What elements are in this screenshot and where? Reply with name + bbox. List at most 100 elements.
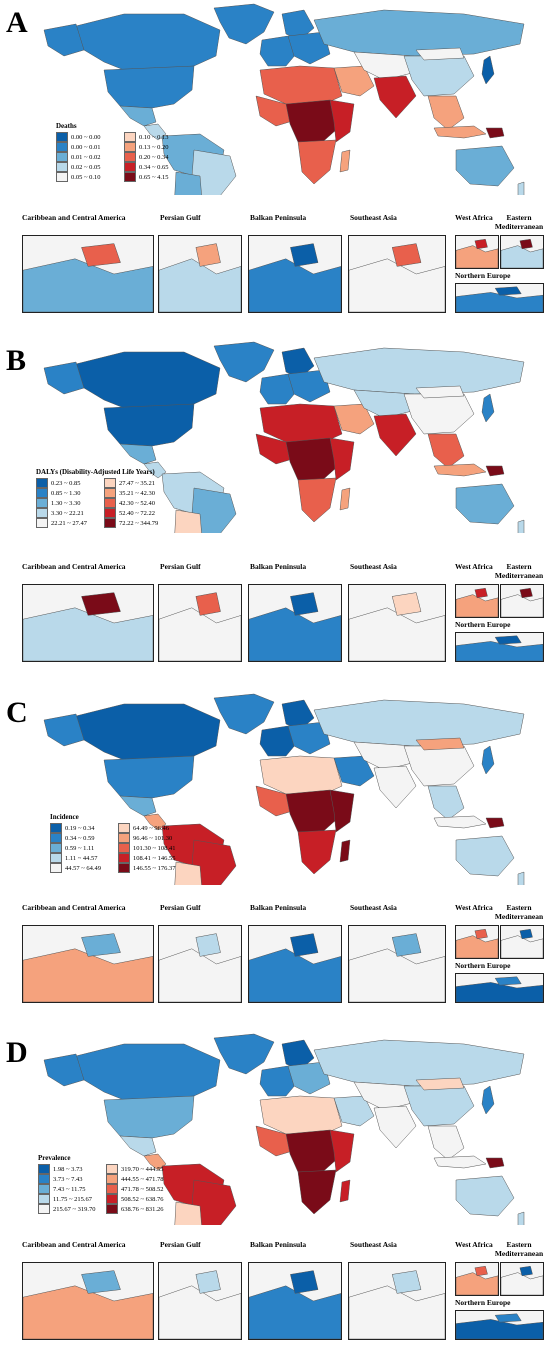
legend-swatch [50,843,62,853]
region-west-africa [255,1125,297,1157]
region-central-africa [285,437,337,485]
inset-map-caribbean [22,584,154,662]
legend-swatch [104,518,116,528]
legend-label: 0.13 ~ 0.20 [139,143,169,151]
legend-label: 0.34 ~ 0.65 [139,163,169,171]
legend-item: 215.67 ~ 319.70 [38,1204,100,1214]
inset-map-persian-gulf [158,235,242,313]
inset-land [391,933,422,957]
region-southeast-asia [427,433,465,469]
legend-swatch [106,1174,118,1184]
region-australia [455,835,515,877]
region-china [403,745,475,787]
inset-land [249,258,341,312]
region-eastern-europe [287,369,331,403]
inset-map-eastern-med [500,235,544,269]
region-southern-africa [297,477,337,523]
region-usa [103,65,195,109]
inset-label-eastern-med: Eastern Mediterranean [494,1240,544,1258]
inset-label-persian-gulf: Persian Gulf [160,562,201,571]
legend-swatch [118,843,130,853]
region-usa [103,1095,195,1139]
region-australia [455,145,515,187]
region-indonesia [433,815,487,829]
region-madagascar [339,149,351,173]
legend-label: 0.85 ~ 1.30 [51,489,81,497]
region-china [403,55,475,97]
region-southeast-asia [427,95,465,131]
legend-label: 0.65 ~ 4.15 [139,173,169,181]
region-central-africa [285,1129,337,1177]
legend-swatch [104,498,116,508]
legend-label: 72.22 ~ 344.79 [119,519,159,527]
legend-swatch [56,152,68,162]
inset-land [494,635,522,645]
legend-item: 0.20 ~ 0.34 [124,152,186,162]
legend-swatch [56,172,68,182]
panel-letter: C [6,696,28,729]
legend-label: 52.40 ~ 72.22 [119,509,156,517]
inset-label-caribbean: Caribbean and Central America [22,903,126,912]
legend-swatch [38,1194,50,1204]
legend-swatch [124,152,136,162]
region-east-africa [329,1129,355,1173]
legend-item: 101.30 ~ 108.41 [118,843,180,853]
inset-land [81,933,121,957]
panel-c: C Incidence 0.19 ~ 0.34 0.34 ~ 0.59 0.59 ~… [0,690,550,1020]
legend-swatch [36,498,48,508]
inset-map-southeast-asia [348,925,446,1003]
region-usa [103,403,195,447]
legend-swatch [118,833,130,843]
inset-land [494,286,522,296]
legend-swatch [124,142,136,152]
world-map [43,693,525,885]
legend-item: 3.30 ~ 22.21 [36,508,98,518]
inset-label-caribbean: Caribbean and Central America [22,562,126,571]
region-papua [485,465,505,477]
inset-map-persian-gulf [158,584,242,662]
inset-land [81,243,121,267]
region-central-africa [285,789,337,837]
inset-land [474,928,488,940]
legend-item: 96.46 ~ 101.30 [118,833,180,843]
inset-land [456,982,543,1002]
legend-item: 7.43 ~ 11.75 [38,1184,100,1194]
region-south-america-south [174,861,202,885]
region-southeast-asia [427,785,465,821]
region-mongolia [415,47,465,61]
legend-item: 0.23 ~ 0.85 [36,478,98,488]
panel-letter: D [6,1036,28,1069]
legend: Incidence 0.19 ~ 0.34 0.34 ~ 0.59 0.59 ~ 1… [50,813,180,873]
inset-land [494,976,522,986]
legend-item: 44.57 ~ 64.49 [50,863,112,873]
region-middle-east [333,1095,375,1127]
inset-map-balkan [248,925,342,1003]
inset-land [81,1270,121,1294]
inset-label-persian-gulf: Persian Gulf [160,903,201,912]
legend-swatch [56,162,68,172]
region-china [403,1085,475,1127]
inset-label-southeast-asia: Southeast Asia [350,562,397,571]
inset-row-c: Caribbean and Central America Persian Gul… [0,903,550,1003]
legend-item: 0.34 ~ 0.59 [50,833,112,843]
region-canada [75,13,221,71]
inset-land [349,948,445,1002]
legend-swatch [36,518,48,528]
legend-item: 0.00 ~ 0.00 [56,132,118,142]
inset-label-west-africa: West Africa [455,213,493,222]
region-china [403,393,475,435]
legend-swatch [36,508,48,518]
inset-label-southeast-asia: Southeast Asia [350,903,397,912]
region-eastern-europe [287,721,331,755]
region-canada [75,1043,221,1101]
region-south-asia [373,765,417,809]
inset-land [159,948,241,1002]
legend-label: 64.49 ~ 96.46 [133,824,170,832]
region-west-africa [255,785,297,817]
inset-map-southeast-asia [348,235,446,313]
region-mexico [119,795,157,817]
legend-swatch [38,1204,50,1214]
region-south-asia [373,1105,417,1149]
legend: DALYs (Disability-Adjusted Life Years) 0… [36,468,166,528]
inset-land [456,1272,498,1295]
